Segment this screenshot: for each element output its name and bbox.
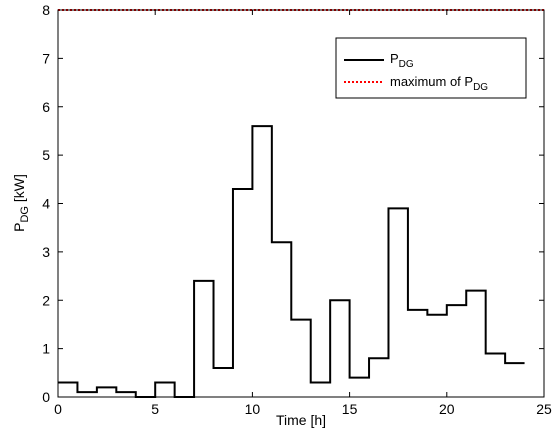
y-tick-label: 1: [42, 341, 50, 357]
y-tick-label: 7: [42, 50, 50, 66]
y-axis-label-main: P: [11, 223, 27, 232]
y-axis-label-suffix: [kW]: [11, 174, 27, 206]
y-tick-label: 8: [42, 2, 50, 18]
legend-label-pdg-main: P: [390, 51, 399, 66]
legend-label-pdg: PDG: [390, 51, 414, 70]
series-line-0: [58, 125, 525, 398]
legend-box: [335, 37, 527, 99]
tick-layer: 0 5 10 15 20 25 0 1 2 3 4 5 6 7 8: [42, 2, 552, 417]
x-tick-label: 20: [439, 401, 455, 417]
legend-label-max-sub: DG: [473, 82, 488, 93]
x-tick-label: 0: [54, 401, 62, 417]
y-tick-label: 0: [42, 389, 50, 405]
x-tick-label: 10: [245, 401, 261, 417]
y-tick-label: 3: [42, 244, 50, 260]
y-axis-label: PDG [kW]: [11, 174, 31, 232]
x-axis-label: Time [h]: [276, 412, 326, 428]
legend-label-max-main: maximum of P: [390, 74, 473, 89]
legend-label-max: maximum of PDG: [390, 74, 488, 93]
y-tick-label: 6: [42, 99, 50, 115]
x-tick-label: 5: [151, 401, 159, 417]
y-axis-label-group: PDG [kW]: [11, 174, 31, 232]
x-tick-label: 25: [536, 401, 552, 417]
y-axis-label-sub: DG: [19, 206, 31, 223]
x-tick-label: 15: [342, 401, 358, 417]
legend: PDG maximum of PDG: [335, 37, 527, 99]
y-tick-label: 5: [42, 147, 50, 163]
legend-label-pdg-sub: DG: [399, 59, 414, 70]
y-tick-label: 2: [42, 292, 50, 308]
y-tick-label: 4: [42, 196, 50, 212]
